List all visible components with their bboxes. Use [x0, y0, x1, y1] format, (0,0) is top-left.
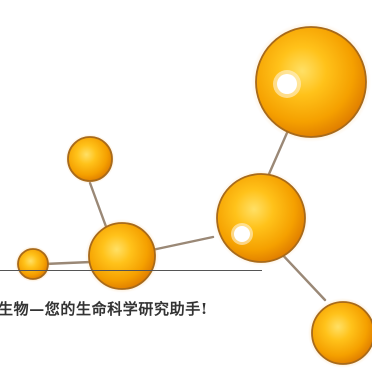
orb-left [88, 222, 156, 290]
tagline-text: 生物—您的生命科学研究助手! [0, 300, 208, 318]
orb-bottom-right [311, 301, 372, 365]
highlight-medium [234, 226, 250, 242]
orb-tiny [17, 248, 49, 280]
orb-small [67, 136, 113, 182]
divider-line [0, 270, 262, 271]
bond-tiny-to-left [42, 260, 93, 266]
bond-mid-to-left [150, 235, 215, 252]
highlight-large [277, 74, 297, 94]
orb-large [255, 26, 367, 138]
orb-medium [216, 173, 306, 263]
orb-highlights [231, 70, 301, 245]
